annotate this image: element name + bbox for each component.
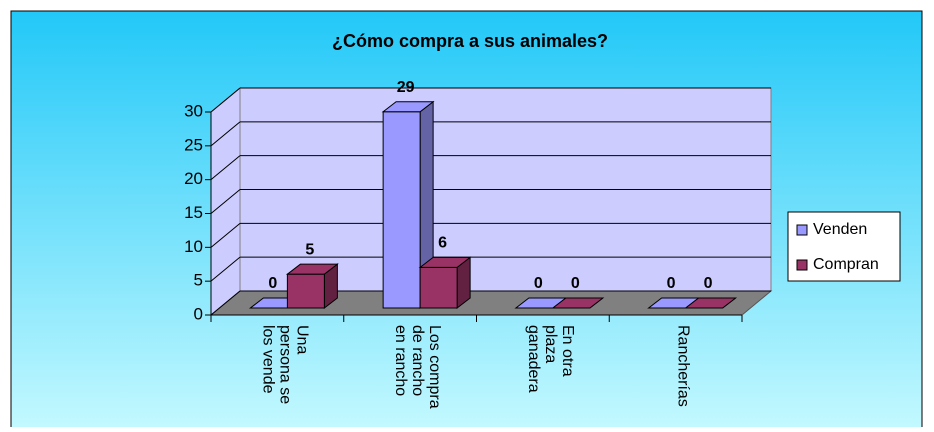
grid-line (210, 222, 241, 248)
data-label: 0 (704, 275, 713, 292)
grid-line (210, 189, 241, 214)
grid-line (210, 155, 241, 181)
x-tick-label: Los comprade ranchoen rancho (392, 325, 443, 409)
legend-swatch (796, 224, 808, 236)
x-tick-label: En otraplazaganadera (525, 325, 576, 393)
data-label: 6 (438, 235, 447, 252)
bar-top (684, 297, 738, 309)
x-tick-label: Rancherías (674, 325, 691, 407)
bar-top (418, 256, 472, 268)
x-tick-label-line: persona se (276, 325, 293, 404)
x-tick-label-line: Una (293, 325, 310, 354)
y-tick-label: 25 (184, 135, 203, 154)
x-tick-label-line: En otra (559, 325, 576, 377)
data-label: 0 (571, 275, 580, 292)
data-label: 29 (397, 79, 415, 96)
legend-label: Compran (813, 256, 879, 273)
x-tick-label-line: en rancho (392, 325, 409, 396)
bar-top (381, 101, 435, 113)
data-label: 0 (534, 275, 543, 292)
y-tick-label: 0 (194, 304, 203, 323)
grid-line (210, 87, 241, 113)
x-tick-label-line: Rancherías (674, 325, 691, 407)
legend-swatch (796, 259, 808, 271)
x-tick-label-line: de rancho (409, 325, 426, 396)
bar-front (382, 111, 421, 309)
data-label: 0 (667, 275, 676, 292)
bar-top (285, 263, 339, 275)
legend-label: Venden (813, 221, 867, 238)
data-label: 5 (305, 241, 314, 258)
grid-line (210, 256, 241, 282)
x-tick-label-line: Los compra (426, 325, 443, 409)
chart-title: ¿Cómo compra a sus animales? (332, 31, 608, 51)
x-tick-label-line: ganadera (525, 325, 542, 393)
y-tick-label: 5 (194, 271, 203, 290)
bar-front (419, 266, 458, 309)
x-tick-label-line: los vende (259, 325, 276, 394)
x-tick-label-line: plaza (542, 325, 559, 363)
data-label: 0 (268, 275, 277, 292)
y-tick-label: 15 (184, 203, 203, 222)
bar-top (551, 297, 605, 309)
x-tick-label: Unapersona selos vende (259, 325, 310, 404)
y-tick-label: 30 (184, 101, 203, 120)
y-tick-label: 10 (184, 237, 203, 256)
grid-line (210, 290, 241, 316)
bar-front (286, 273, 325, 309)
y-tick-label: 20 (184, 169, 203, 188)
grid-line (210, 121, 241, 147)
